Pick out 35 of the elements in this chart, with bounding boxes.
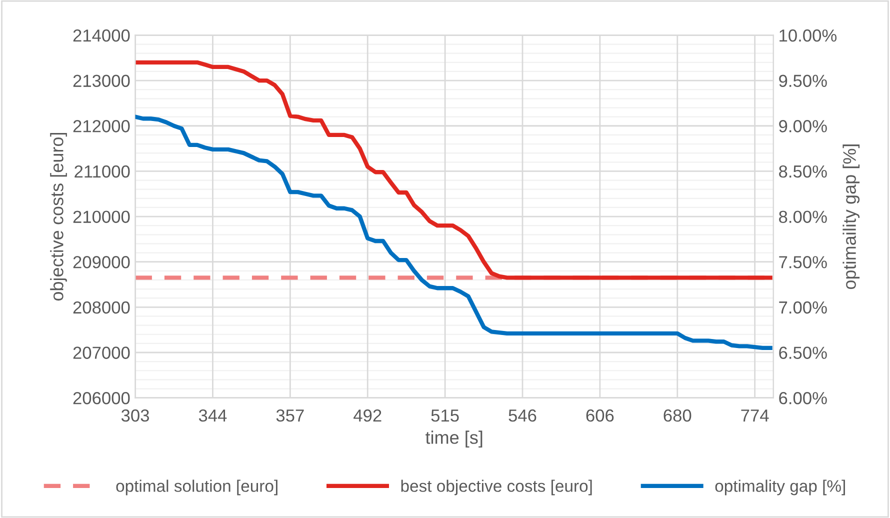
y2-tick-label: 6.50% xyxy=(779,346,827,359)
x-tick-label: 680 xyxy=(664,409,692,422)
legend-label: optimality gap [%] xyxy=(715,480,845,496)
x-tick-label: 357 xyxy=(276,409,304,422)
y2-tick-label: 9.00% xyxy=(779,120,827,132)
x-tick-label: 606 xyxy=(586,409,614,422)
legend-label: best objective costs [euro] xyxy=(401,480,592,496)
y2-tick-label: 7.00% xyxy=(779,301,827,314)
x-tick-label: 546 xyxy=(508,409,536,422)
x-tick-label: 344 xyxy=(198,409,227,422)
y-tick-label: 211000 xyxy=(74,165,130,178)
y2-tick-label: 9.50% xyxy=(779,74,827,88)
y2-tick-label: 10.00% xyxy=(780,29,837,42)
x-tick-label: 492 xyxy=(354,409,382,422)
x-tick-label: 515 xyxy=(431,410,459,422)
y-tick-label: 209000 xyxy=(73,256,130,268)
y-tick-label: 206000 xyxy=(73,392,130,404)
y-tick-label: 210000 xyxy=(73,210,130,223)
y-tick-label: 207000 xyxy=(73,346,130,359)
line-series xyxy=(135,114,772,350)
y2-tick-label: 8.00% xyxy=(779,210,827,223)
line-series xyxy=(135,60,772,280)
x-tick-label: 303 xyxy=(121,409,149,422)
y-tick-label: 212000 xyxy=(73,120,130,132)
legend-label: optimal solution [euro] xyxy=(116,480,278,496)
y-tick-label: 214000 xyxy=(73,29,130,42)
y-axis-title: objective costs [euro] xyxy=(50,133,67,301)
y2-tick-label: 7.50% xyxy=(779,256,827,268)
y2-tick-label: 6.00% xyxy=(779,392,827,404)
y2-tick-label: 8.50% xyxy=(779,165,827,178)
y-tick-label: 213000 xyxy=(73,74,130,88)
x-axis-title: time [s] xyxy=(426,430,482,448)
x-tick-label: 774 xyxy=(741,410,769,422)
y2-axis-title: optimaility gap [%] xyxy=(842,144,860,290)
y-tick-label: 208000 xyxy=(73,301,130,314)
